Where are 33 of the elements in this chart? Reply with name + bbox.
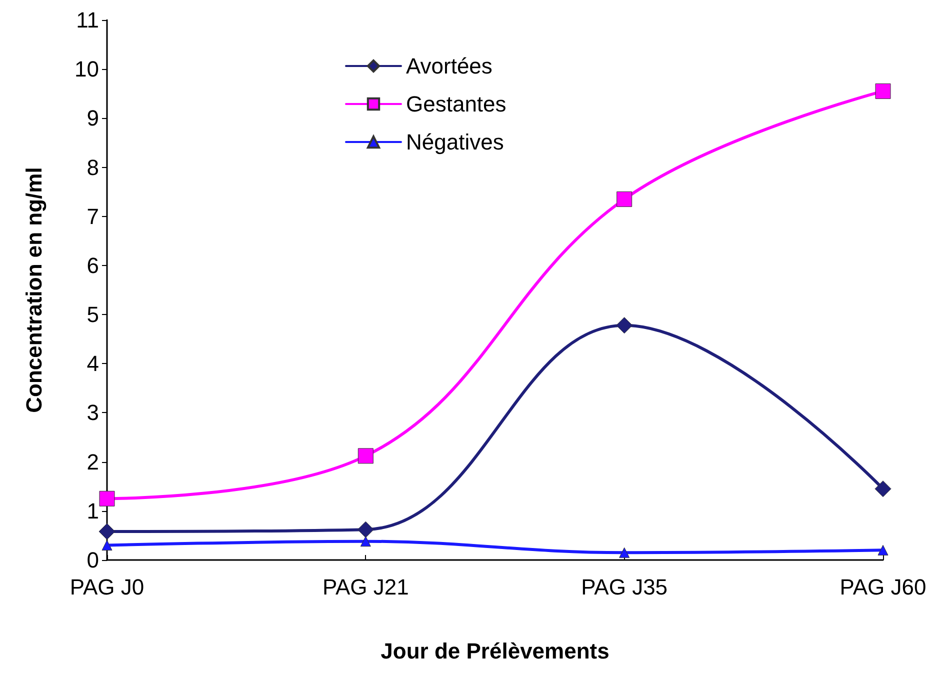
legend-label: Gestantes (406, 92, 506, 116)
y-tick-label: 0 (86, 548, 99, 572)
point (360, 536, 371, 547)
y-tick-label: 3 (86, 400, 99, 426)
point (616, 191, 632, 207)
y-tick-label: 10 (74, 56, 99, 82)
point (619, 547, 630, 558)
x-tick-label: PAG J60 (840, 574, 926, 600)
point (874, 480, 892, 498)
y-tick-label: 8 (86, 154, 99, 180)
y-tick-label: 2 (86, 449, 99, 474)
y-axis-title: Concentration en ng/ml (22, 167, 46, 413)
point (875, 83, 891, 99)
y-tick-label: 11 (76, 8, 99, 32)
point (98, 523, 116, 540)
x-tick-label: PAG J35 (581, 574, 668, 600)
point (99, 490, 115, 506)
point (878, 544, 888, 556)
x-axis-title: Jour de Prélèvements (380, 638, 610, 664)
y-tick-label: 9 (86, 106, 99, 131)
point (102, 540, 112, 551)
point (357, 521, 374, 538)
y-tick-label: 4 (86, 351, 99, 376)
legend-label: Avortées (406, 54, 492, 78)
y-tick-label: 7 (86, 204, 99, 229)
x-tick-label: PAG J21 (322, 574, 409, 600)
y-tick-label: 5 (86, 302, 99, 328)
legend-label: Négatives (406, 130, 504, 154)
y-tick-label: 1 (86, 498, 99, 524)
y-tick-label: 6 (86, 252, 99, 278)
point (616, 317, 633, 334)
x-tick-label: PAG J0 (70, 574, 144, 600)
point (358, 448, 374, 464)
